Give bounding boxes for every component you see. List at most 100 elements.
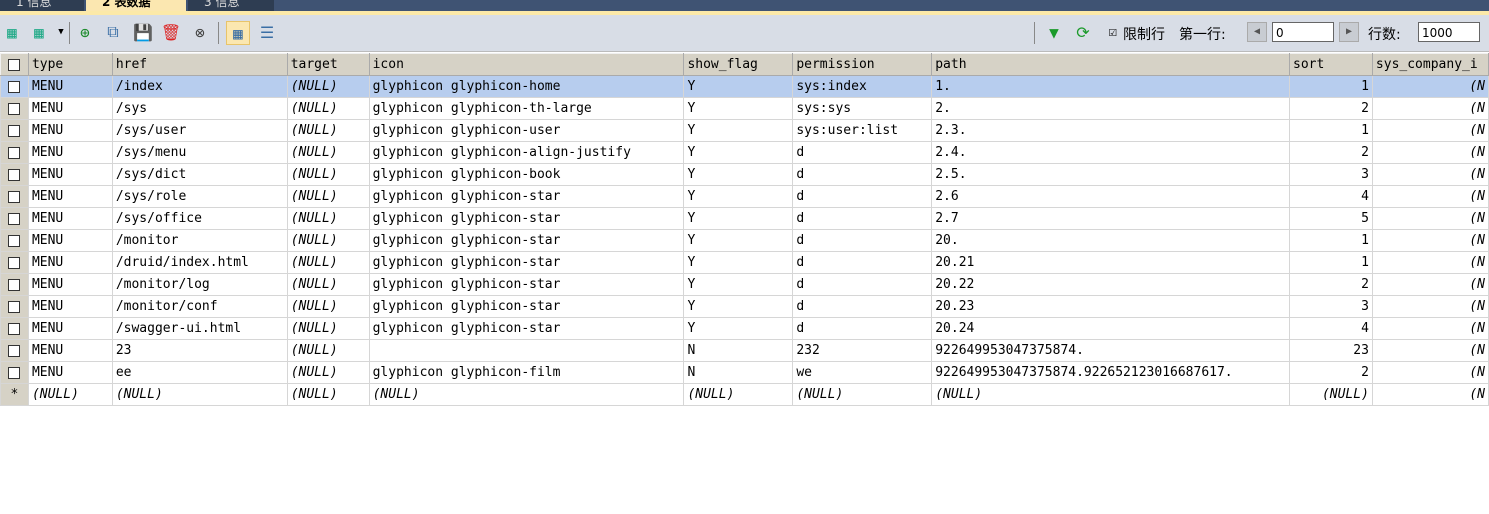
cell-type[interactable]: MENU bbox=[27, 339, 113, 362]
cell-sort[interactable]: 2 bbox=[1289, 361, 1373, 384]
cell-type[interactable]: MENU bbox=[27, 97, 113, 120]
table-row[interactable]: MENU/sys/office (NULL) glyphicon glyphicon… bbox=[0, 207, 1489, 230]
new-cell-permission[interactable]: (NULL) bbox=[792, 383, 933, 406]
import-icon[interactable]: ▦ bbox=[7, 22, 17, 42]
prev-page-icon[interactable]: ◀ bbox=[1247, 22, 1267, 42]
cell-type[interactable]: MENU bbox=[27, 295, 113, 318]
row-checkbox[interactable] bbox=[0, 339, 29, 362]
delete-icon[interactable]: 🗑 bbox=[160, 22, 182, 42]
cell-href[interactable]: /sys/office bbox=[111, 207, 288, 230]
cell-type[interactable]: MENU bbox=[27, 361, 113, 384]
next-page-icon[interactable]: ▶ bbox=[1339, 22, 1359, 42]
cell-permission[interactable]: sys:sys bbox=[792, 97, 933, 120]
new-cell-sort[interactable]: (NULL) bbox=[1289, 383, 1373, 406]
cell-permission[interactable]: d bbox=[792, 317, 933, 340]
table-row[interactable]: MENU/monitor/log (NULL) glyphicon glyphico… bbox=[0, 273, 1489, 296]
cell-show_flag[interactable]: Y bbox=[683, 273, 794, 296]
cell-sys_company_i[interactable]: (N bbox=[1371, 339, 1489, 362]
cell-target[interactable]: (NULL) bbox=[286, 251, 370, 274]
cell-sys_company_i[interactable]: (N bbox=[1371, 317, 1489, 340]
cell-show_flag[interactable]: Y bbox=[683, 75, 794, 98]
filter-icon[interactable]: ▼ bbox=[1049, 22, 1059, 42]
save-icon[interactable]: 💾 bbox=[133, 22, 153, 42]
cancel-icon[interactable]: ⊗ bbox=[195, 22, 205, 42]
cell-target[interactable]: (NULL) bbox=[286, 339, 370, 362]
export-icon[interactable]: ▦ bbox=[34, 22, 44, 42]
cell-type[interactable]: MENU bbox=[27, 229, 113, 252]
new-cell-type[interactable]: (NULL) bbox=[27, 383, 113, 406]
cell-sys_company_i[interactable]: (N bbox=[1371, 141, 1489, 164]
new-cell-icon[interactable]: (NULL) bbox=[368, 383, 685, 406]
cell-href[interactable]: /swagger-ui.html bbox=[111, 317, 288, 340]
cell-path[interactable]: 2. bbox=[931, 97, 1291, 120]
cell-target[interactable]: (NULL) bbox=[286, 295, 370, 318]
cell-permission[interactable]: d bbox=[792, 207, 933, 230]
cell-type[interactable]: MENU bbox=[27, 185, 113, 208]
cell-href[interactable]: /sys/menu bbox=[111, 141, 288, 164]
table-row[interactable]: MENU/sys/menu (NULL) glyphicon glyphicon-a… bbox=[0, 141, 1489, 164]
row-checkbox[interactable] bbox=[0, 273, 29, 296]
cell-href[interactable]: /monitor/log bbox=[111, 273, 288, 296]
cell-href[interactable]: /sys bbox=[111, 97, 288, 120]
row-checkbox[interactable] bbox=[0, 361, 29, 384]
cell-href[interactable]: /index bbox=[111, 75, 288, 98]
cell-permission[interactable]: d bbox=[792, 295, 933, 318]
cell-permission[interactable]: d bbox=[792, 251, 933, 274]
row-checkbox[interactable] bbox=[0, 207, 29, 230]
cell-sort[interactable]: 1 bbox=[1289, 251, 1373, 274]
row-checkbox[interactable] bbox=[0, 119, 29, 142]
cell-icon[interactable]: glyphicon glyphicon-home bbox=[368, 75, 685, 98]
new-cell-target[interactable]: (NULL) bbox=[286, 383, 370, 406]
cell-sort[interactable]: 5 bbox=[1289, 207, 1373, 230]
cell-type[interactable]: MENU bbox=[27, 317, 113, 340]
row-checkbox[interactable] bbox=[0, 97, 29, 120]
cell-sort[interactable]: 1 bbox=[1289, 119, 1373, 142]
table-row[interactable]: MENU/sys/dict (NULL) glyphicon glyphicon-b… bbox=[0, 163, 1489, 186]
cell-icon[interactable]: glyphicon glyphicon-star bbox=[368, 273, 685, 296]
column-header-show_flag[interactable]: show_flag bbox=[683, 53, 794, 76]
cell-target[interactable]: (NULL) bbox=[286, 141, 370, 164]
cell-href[interactable]: /sys/role bbox=[111, 185, 288, 208]
row-checkbox[interactable] bbox=[0, 141, 29, 164]
cell-type[interactable]: MENU bbox=[27, 75, 113, 98]
cell-permission[interactable]: d bbox=[792, 163, 933, 186]
cell-icon[interactable]: glyphicon glyphicon-align-justify bbox=[368, 141, 685, 164]
cell-sys_company_i[interactable]: (N bbox=[1371, 185, 1489, 208]
cell-type[interactable]: MENU bbox=[27, 163, 113, 186]
tab-info-3[interactable]: 3 信息 bbox=[188, 0, 274, 11]
column-header-type[interactable]: type bbox=[27, 53, 113, 76]
column-header-href[interactable]: href bbox=[111, 53, 288, 76]
table-row[interactable]: MENU 23 (NULL) N 232 922649953047375874. 23 (N bbox=[0, 339, 1489, 362]
duplicate-row-icon[interactable]: ⧉ bbox=[107, 22, 119, 41]
cell-sys_company_i[interactable]: (N bbox=[1371, 75, 1489, 98]
cell-show_flag[interactable]: N bbox=[683, 339, 794, 362]
cell-permission[interactable]: 232 bbox=[792, 339, 933, 362]
cell-sort[interactable]: 3 bbox=[1289, 163, 1373, 186]
table-row[interactable]: MENU/druid/index.html (NULL) glyphicon gly… bbox=[0, 251, 1489, 274]
limit-checkbox[interactable]: ☑ bbox=[1108, 24, 1118, 40]
cell-path[interactable]: 2.5. bbox=[931, 163, 1291, 186]
cell-sort[interactable]: 4 bbox=[1289, 317, 1373, 340]
row-checkbox[interactable] bbox=[0, 229, 29, 252]
tab-table-data[interactable]: 2 表数据 bbox=[86, 0, 186, 11]
refresh-icon[interactable]: ⟳ bbox=[1076, 22, 1090, 42]
cell-path[interactable]: 922649953047375874.922652123016687617. bbox=[931, 361, 1291, 384]
column-header-path[interactable]: path bbox=[931, 53, 1291, 76]
cell-target[interactable]: (NULL) bbox=[286, 229, 370, 252]
cell-href[interactable]: 23 bbox=[111, 339, 288, 362]
cell-permission[interactable]: d bbox=[792, 185, 933, 208]
cell-target[interactable]: (NULL) bbox=[286, 163, 370, 186]
table-row[interactable]: MENU/sys/user (NULL) glyphicon glyphicon-u… bbox=[0, 119, 1489, 142]
cell-icon[interactable]: glyphicon glyphicon-book bbox=[368, 163, 685, 186]
cell-show_flag[interactable]: Y bbox=[683, 207, 794, 230]
cell-icon[interactable]: glyphicon glyphicon-star bbox=[368, 207, 685, 230]
grid-view-icon[interactable]: ▦ bbox=[226, 21, 250, 45]
row-checkbox[interactable] bbox=[0, 317, 29, 340]
row-checkbox[interactable] bbox=[0, 295, 29, 318]
cell-sort[interactable]: 4 bbox=[1289, 185, 1373, 208]
cell-target[interactable]: (NULL) bbox=[286, 207, 370, 230]
new-cell-sys_company_i[interactable]: (N bbox=[1371, 383, 1489, 406]
cell-permission[interactable]: d bbox=[792, 273, 933, 296]
cell-sys_company_i[interactable]: (N bbox=[1371, 97, 1489, 120]
tab-info-1[interactable]: 1 信息 bbox=[0, 0, 84, 11]
